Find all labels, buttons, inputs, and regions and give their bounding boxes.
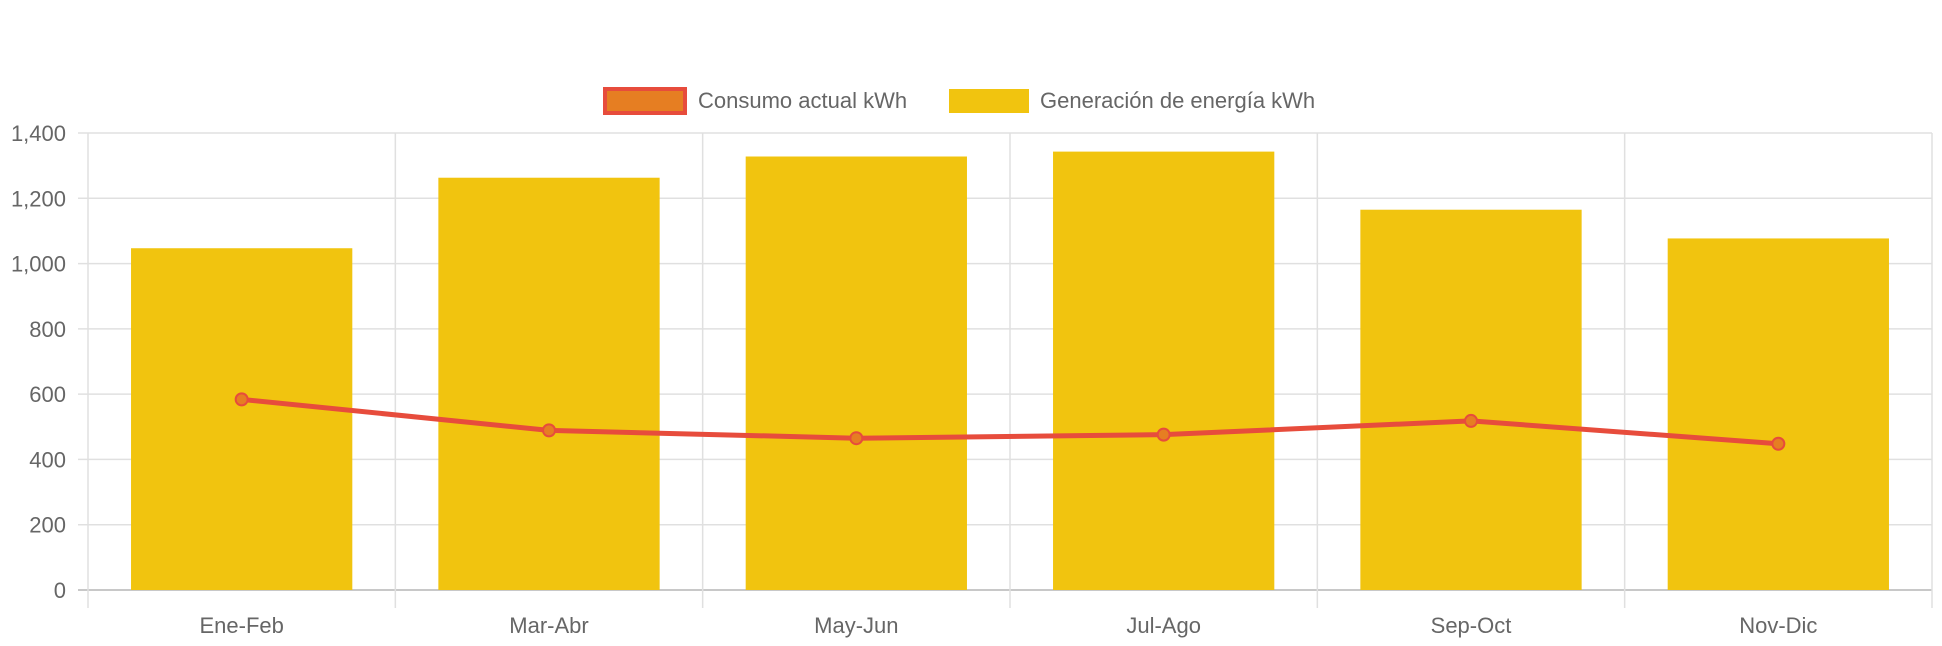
bar-nov-dic xyxy=(1667,238,1889,590)
y-tick-label: 1,400 xyxy=(11,121,66,146)
x-tick-label: Jul-Ago xyxy=(1126,613,1201,638)
x-tick-label: Ene-Feb xyxy=(199,613,283,638)
consumo-point-may-jun xyxy=(849,431,864,446)
axes: 0 200 400 600 800 1,000 1,200 1,400 Ene-Feb Mar-A… xyxy=(11,121,1818,638)
bar-ene-feb xyxy=(131,248,353,590)
legend-label-generacion: Generación de energía kWh xyxy=(1040,88,1315,113)
line-series xyxy=(234,392,1786,451)
legend: Consumo actual kWh Generación de energía… xyxy=(603,87,1315,115)
legend-item-consumo[interactable]: Consumo actual kWh xyxy=(603,87,907,115)
bars xyxy=(131,151,1889,591)
legend-item-generacion[interactable]: Generación de energía kWh xyxy=(949,88,1315,113)
y-tick-label: 200 xyxy=(29,513,66,538)
consumo-point-jul-ago xyxy=(1156,427,1171,442)
consumo-point-mar-abr xyxy=(542,423,556,438)
bar-mar-abr xyxy=(438,177,660,591)
y-tick-label: 400 xyxy=(29,447,66,472)
consumo-line xyxy=(241,396,1779,447)
legend-swatch-consumo xyxy=(603,87,687,115)
consumo-point-ene-feb xyxy=(234,392,249,407)
x-tick-label: Sep-Oct xyxy=(1431,613,1512,638)
legend-label-consumo: Consumo actual kWh xyxy=(698,88,907,113)
bar-may-jun xyxy=(745,156,967,590)
bar-sep-oct xyxy=(1360,209,1582,591)
y-tick-label: 800 xyxy=(29,317,66,342)
bar-jul-ago xyxy=(1053,151,1275,590)
consumo-point-nov-dic xyxy=(1771,436,1786,451)
x-tick-label: May-Jun xyxy=(814,613,898,638)
consumo-point-sep-oct xyxy=(1464,413,1478,428)
y-tick-label: 0 xyxy=(54,578,66,603)
grid xyxy=(78,132,1933,608)
legend-swatch-generacion xyxy=(949,89,1029,113)
y-tick-label: 600 xyxy=(29,382,66,407)
y-tick-label: 1,200 xyxy=(11,186,66,211)
y-tick-label: 1,000 xyxy=(11,252,66,277)
x-tick-label: Nov-Dic xyxy=(1739,613,1817,638)
x-tick-label: Mar-Abr xyxy=(509,613,588,638)
